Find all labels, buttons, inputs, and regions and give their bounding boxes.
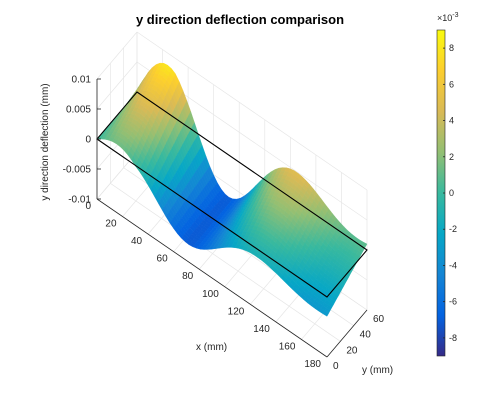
y-tick-label: 60 [373, 314, 385, 325]
z-tick-label: 0.01 [72, 75, 92, 86]
surface-cell [322, 310, 329, 317]
x-tick-label: 140 [253, 324, 270, 335]
x-tick-label: 40 [131, 236, 143, 247]
x-tick-label: 120 [228, 306, 245, 317]
colorbar-exponent: ×10-3 [437, 12, 459, 23]
x-tick-label: 60 [157, 254, 169, 265]
x-axis-label: x (mm) [196, 342, 227, 353]
x-axis: 0 20 40 60 80 100 120 140 160 180 [85, 198, 328, 370]
colorbar-tick-label: -2 [449, 224, 457, 234]
y-tick-label: 40 [360, 330, 372, 341]
colorbar-tick-label: 0 [449, 188, 454, 198]
x-tick-label: 180 [304, 359, 321, 370]
x-tick-label: 100 [202, 289, 219, 300]
y-tick-label: 0 [333, 361, 339, 372]
z-tick-label: 0 [85, 135, 91, 146]
colorbar-tick-label: -4 [449, 260, 457, 270]
colorbar-tick-label: 8 [449, 43, 454, 53]
zero-plane-frame [96, 91, 368, 298]
colorbar-tick-label: -8 [449, 333, 457, 343]
x-tick-label: 20 [105, 219, 117, 230]
x-tick-label: 80 [182, 271, 194, 282]
colorbar-ticks: 8 6 4 2 0 -2 -4 -6 -8 [443, 43, 457, 343]
chart-title: y direction deflection comparison [136, 12, 344, 27]
y-axis-label: y (mm) [362, 365, 393, 376]
zero-plane-outline [96, 91, 368, 298]
z-tick-label: -0.01 [68, 195, 91, 206]
colorbar-tick-label: 4 [449, 116, 454, 126]
colorbar: ×10-3 8 6 4 2 0 -2 -4 -6 -8 [436, 12, 459, 357]
z-tick-label: 0.005 [66, 105, 91, 116]
colorbar-tick-label: 6 [449, 79, 454, 89]
z-tick-label: -0.005 [63, 165, 92, 176]
colorbar-tick-label: 2 [449, 152, 454, 162]
x-tick-label: 0 [85, 201, 91, 212]
z-axis: 0.01 0.005 0 -0.005 -0.01 [63, 75, 101, 206]
x-tick-label: 160 [279, 341, 296, 352]
y-tick-label: 20 [346, 345, 358, 356]
colorbar-tick-label: -6 [449, 297, 457, 307]
z-axis-label: y direction deflection (mm) [40, 83, 51, 200]
